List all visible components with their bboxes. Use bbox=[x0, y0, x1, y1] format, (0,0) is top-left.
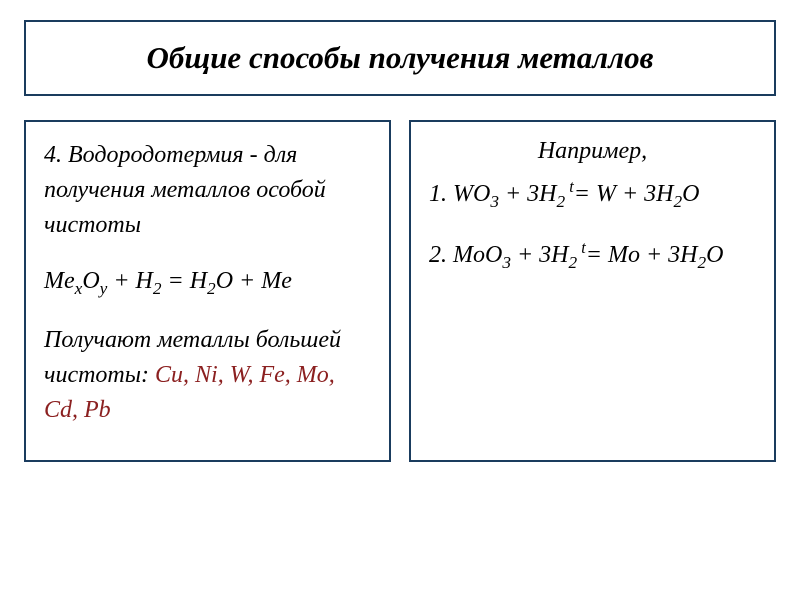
formula-sub: 2 bbox=[153, 279, 162, 298]
eq-sup: t bbox=[577, 238, 586, 257]
elements-paragraph: Получают металлы большей чистоты: Cu, Ni… bbox=[44, 323, 371, 427]
method-name: 4. Водородотермия bbox=[44, 142, 244, 168]
general-formula: MexOy + H2 = H2O + Me bbox=[44, 264, 371, 301]
eq-sub: 2 bbox=[557, 192, 566, 211]
eq-part: = W + 3H bbox=[574, 181, 674, 207]
equation-1: 1. WO3 + 3H2 t= W + 3H2O bbox=[429, 175, 756, 214]
formula-sub: 2 bbox=[207, 279, 216, 298]
example-label: Например, bbox=[429, 138, 756, 165]
formula-part: O bbox=[82, 268, 99, 294]
eq-part: 2. MoO bbox=[429, 242, 502, 268]
formula-part: + H bbox=[107, 268, 153, 294]
content-columns: 4. Водородотермия - для получения металл… bbox=[24, 120, 776, 462]
equation-2: 2. MoO3 + 3H2 t= Mo + 3H2O bbox=[429, 236, 756, 275]
eq-sub: 2 bbox=[697, 253, 706, 272]
eq-part: = Mo + 3H bbox=[586, 242, 698, 268]
title-container: Общие способы получения металлов bbox=[24, 20, 776, 96]
eq-sub: 3 bbox=[490, 192, 499, 211]
formula-part: = H bbox=[162, 268, 208, 294]
method-heading: 4. Водородотермия - для получения металл… bbox=[44, 138, 371, 242]
eq-sub: 3 bbox=[502, 253, 511, 272]
eq-sub: 2 bbox=[569, 253, 578, 272]
page-title: Общие способы получения металлов bbox=[56, 40, 744, 76]
eq-part: O bbox=[682, 181, 699, 207]
eq-part: 1. WO bbox=[429, 181, 490, 207]
formula-part: O + Me bbox=[216, 268, 292, 294]
eq-part: O bbox=[706, 242, 723, 268]
eq-part: + 3H bbox=[511, 242, 569, 268]
eq-sub: 2 bbox=[673, 192, 682, 211]
left-column: 4. Водородотермия - для получения металл… bbox=[24, 120, 391, 462]
eq-part: + 3H bbox=[499, 181, 557, 207]
eq-sup: t bbox=[565, 177, 574, 196]
right-column: Например, 1. WO3 + 3H2 t= W + 3H2O 2. Mo… bbox=[409, 120, 776, 462]
formula-part: Me bbox=[44, 268, 75, 294]
